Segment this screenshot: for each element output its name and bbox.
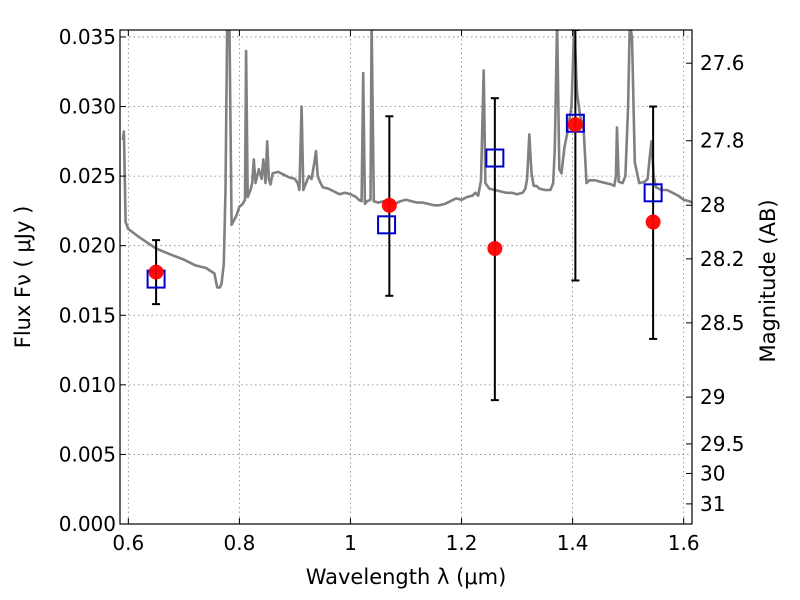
observed-flux-marker [645,214,661,230]
observed-flux-marker [487,240,503,256]
y-tick-label: 0.010 [59,373,116,397]
y-tick-label: 0.015 [59,303,116,327]
x-axis-title: Wavelength λ (μm) [306,565,507,589]
y-tick-label: 0.000 [59,512,116,536]
x-tick-label: 0.6 [112,531,144,555]
grid-lines [120,30,692,525]
y-right-tick-label: 27.6 [700,51,745,75]
y-axis-right: 27.6 27.8 28 28.2 28.5 29 29.5 30 31 [686,51,745,516]
plot-frame [119,29,693,525]
model-flux-marker [643,183,663,203]
observed-flux-marker [381,197,397,213]
y-axis-left: 0.000 0.005 0.010 0.015 0.020 0.025 0.030 0.035 [59,25,126,536]
plot-area [121,30,692,402]
y-right-tick-label: 29 [700,385,725,409]
y-tick-label: 0.005 [59,442,116,466]
y-right-tick-label: 28.2 [700,247,745,271]
y-right-tick-label: 31 [700,492,725,516]
y-right-tick-label: 28.5 [700,311,745,335]
y-axis-title: Flux Fν ( μJy ) [11,206,35,349]
model-flux-marker [377,215,397,235]
y-tick-label: 0.025 [59,164,116,188]
x-tick-label: 1.2 [446,531,478,555]
y-right-tick-label: 29.5 [700,432,745,456]
y-right-tick-label: 27.8 [700,129,745,153]
x-tick-label: 1.4 [557,531,589,555]
template-spectrum-line [121,30,692,289]
y-axis-right-title: Magnitude (AB) [756,199,780,362]
x-tick-label: 1.6 [668,531,700,555]
y-tick-label: 0.035 [59,25,116,49]
y-tick-label: 0.020 [59,234,116,258]
observed-flux-marker [567,117,583,133]
observed-flux-marker [148,264,164,280]
y-right-tick-label: 30 [700,461,725,485]
x-tick-label: 0.8 [223,531,255,555]
model-flux-marker [485,148,505,168]
y-right-tick-label: 28 [700,193,725,217]
y-tick-label: 0.030 [59,95,116,119]
x-axis: 0.6 0.8 1 1.2 1.4 1.6 [112,30,700,555]
x-tick-label: 1 [344,531,357,555]
